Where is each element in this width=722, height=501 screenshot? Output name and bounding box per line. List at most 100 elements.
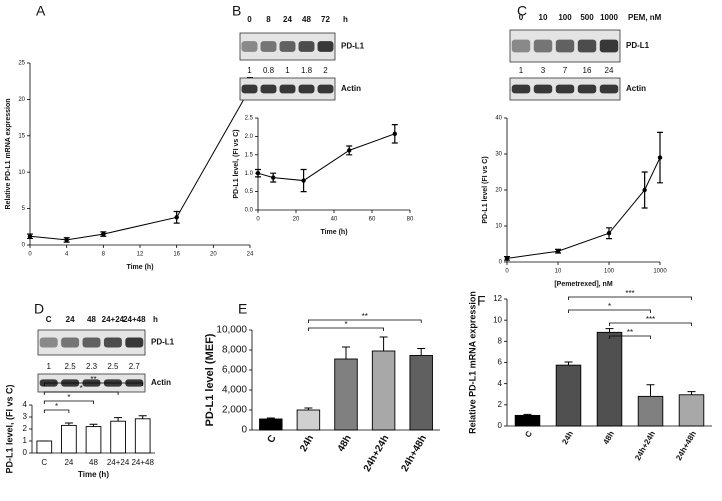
band-quant: 1 (247, 66, 252, 75)
y-tick-label: 25 (18, 61, 25, 67)
y-tick-label: 0.0 (245, 208, 254, 214)
lane-label: 1000 (600, 13, 618, 22)
y-tick-label: 1 (23, 436, 28, 445)
band-quant: 24 (605, 66, 614, 75)
band-quant: 1 (46, 362, 51, 371)
x-tick-label: 40 (331, 217, 338, 223)
data-point (657, 155, 663, 160)
band-label: PD-L1 (626, 41, 650, 50)
x-tick-label: C (523, 429, 534, 439)
panel-label: C (517, 3, 527, 19)
y-tick-label: 4 (498, 379, 503, 388)
y-tick-label: 15 (18, 133, 25, 139)
blot-band (555, 84, 575, 94)
x-tick-label: 8 (102, 252, 106, 258)
x-axis-label: Time (h) (78, 470, 109, 479)
bar (371, 350, 396, 431)
band-quant: 1.8 (301, 66, 313, 75)
data-point (301, 178, 306, 183)
significance-bracket (568, 296, 692, 300)
x-tick-label: 1000 (653, 269, 667, 275)
blot-band (260, 41, 277, 52)
data-point (174, 215, 179, 220)
lane-label: 48 (302, 15, 311, 24)
y-tick-label: 1.5 (245, 152, 254, 158)
y-axis-label: PD-L1 level, (FI vs C) (233, 129, 240, 198)
lane-label: 500 (580, 13, 594, 22)
band-label: Actin (341, 84, 361, 93)
lane-label: 10 (539, 13, 548, 22)
x-axis-label: Time (h) (126, 264, 153, 271)
significance-bracket (568, 309, 651, 313)
y-tick-label: 2,000 (222, 405, 247, 416)
y-tick-label: 2.0 (245, 134, 254, 140)
band-quant: 3 (541, 66, 546, 75)
significance-bracket (308, 327, 384, 331)
y-tick-label: 8 (498, 336, 503, 345)
y-tick-label: 12 (493, 294, 502, 303)
y-tick-label: 2.5 (245, 116, 254, 122)
lane-label: C (46, 315, 52, 324)
error-bar (304, 407, 313, 410)
blot-band (82, 337, 101, 348)
data-point (504, 256, 510, 261)
x-tick-label: 24h+48h (399, 433, 429, 473)
y-axis-label: PD-L1 level (MEF) (204, 333, 216, 426)
y-tick-label: 0.5 (245, 189, 254, 195)
significance-bracket (43, 382, 144, 386)
band-quant: 0.8 (263, 66, 275, 75)
lane-label: 100 (558, 13, 572, 22)
lane-label: 0 (247, 15, 252, 24)
panel-label: F (477, 293, 486, 309)
blot-band (511, 39, 531, 53)
error-bar (605, 328, 614, 333)
bar (514, 414, 541, 427)
y-tick-label: 6 (498, 358, 503, 367)
y-tick-label: 10 (493, 315, 502, 324)
significance-bracket (43, 400, 94, 404)
bar (409, 355, 433, 431)
bar (596, 331, 623, 427)
y-axis-label: PD-L1 level (FI vs C) (482, 156, 489, 223)
x-axis-label: [Pemetrexed], nM (554, 281, 613, 288)
x-tick-label: 24 (247, 252, 254, 258)
x-tick-label: 10 (555, 269, 562, 275)
y-tick-label: 40 (495, 116, 502, 122)
blot-band (577, 84, 597, 94)
x-tick-label: 24h (298, 433, 316, 453)
blot-band (317, 41, 334, 52)
band-quant: 2.5 (107, 362, 119, 371)
y-tick-label: 5 (22, 206, 26, 212)
x-tick-label: 20 (210, 252, 217, 258)
data-point (255, 171, 261, 176)
blot-band (577, 39, 597, 53)
error-bar (342, 346, 350, 359)
band-quant: 2 (323, 66, 328, 75)
x-tick-label: 24+24 (107, 458, 130, 467)
x-tick-label: 48h (336, 433, 354, 453)
x-tick-label: C (41, 458, 47, 467)
band-quant: 7 (563, 66, 568, 75)
error-bar (687, 391, 696, 395)
bar (334, 358, 358, 431)
error-bar (266, 417, 275, 419)
blot-band (241, 41, 258, 52)
y-tick-label: 8,000 (222, 345, 247, 356)
lane-unit: h (153, 315, 158, 324)
significance-label: * (67, 393, 70, 402)
x-tick-label: 20 (293, 217, 300, 223)
significance-bracket (43, 409, 70, 413)
significance-bracket (609, 322, 692, 326)
y-tick-label: 20 (18, 97, 25, 103)
x-tick-label: 0 (505, 269, 509, 275)
error-bar (138, 415, 147, 419)
data-point (64, 237, 69, 243)
band-quant: 2.3 (86, 362, 98, 371)
significance-bracket (43, 391, 119, 395)
blot-band (61, 337, 80, 348)
y-tick-label: 0 (498, 421, 503, 430)
error-bar (417, 348, 426, 356)
y-tick-label: 10 (18, 170, 25, 176)
x-tick-label: 60 (369, 217, 376, 223)
x-tick-label: 24h+24h (362, 433, 392, 473)
